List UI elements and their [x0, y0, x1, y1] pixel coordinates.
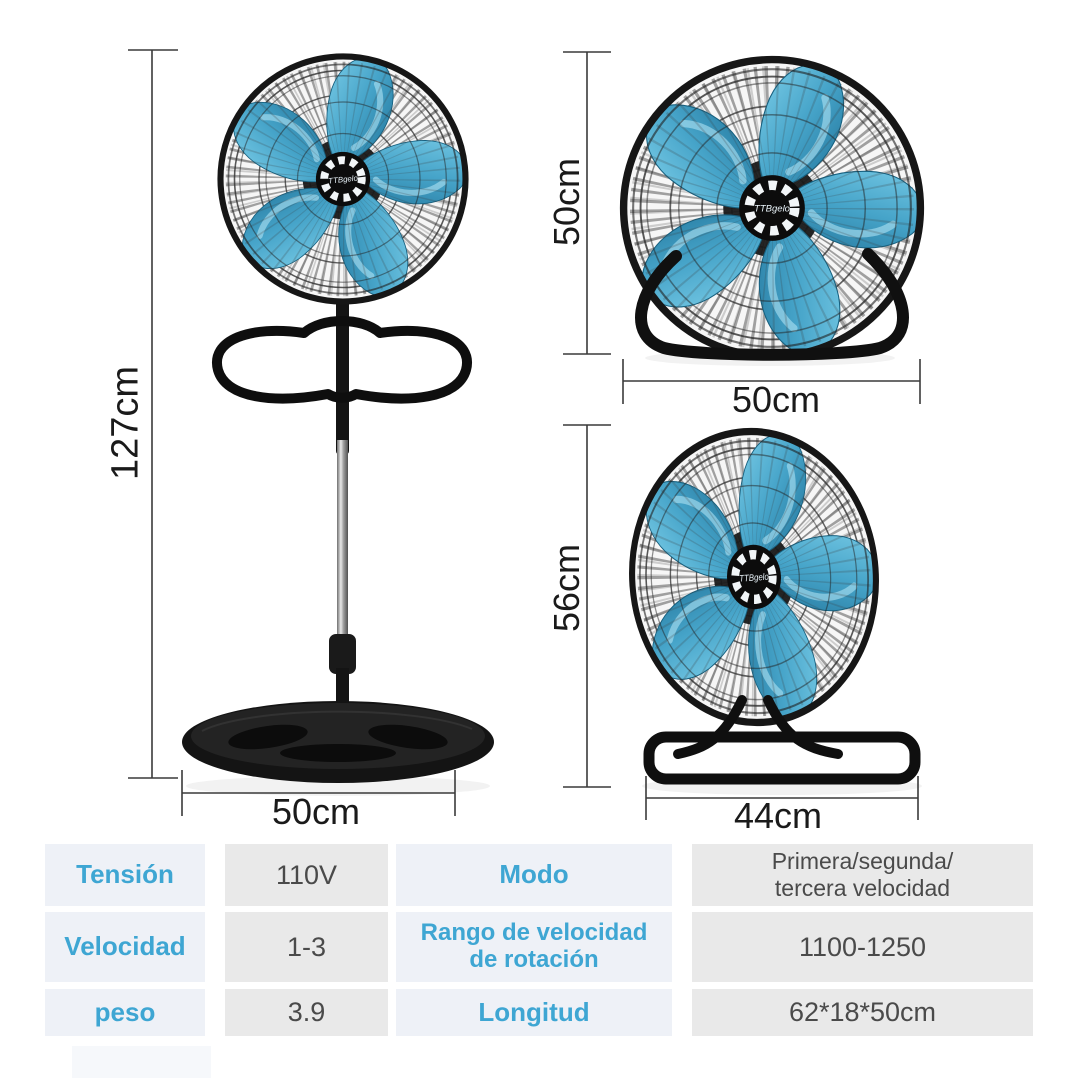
pedestal-fan	[182, 41, 494, 796]
spec-label-length: Longitud	[396, 989, 672, 1036]
spec-value-length: 62*18*50cm	[692, 989, 1033, 1036]
dimension-lines	[128, 49, 921, 820]
table-fan-width-label: 44cm	[733, 795, 823, 836]
table-fan-height-label: 56cm	[546, 543, 587, 633]
spec-label-speed: Velocidad	[45, 912, 205, 982]
table-fan	[620, 420, 922, 795]
pedestal-carry-ring	[212, 316, 472, 404]
spec-value-speed: 1-3	[225, 912, 388, 982]
pedestal-base-width-label: 50cm	[271, 791, 361, 832]
spec-value-weight: 3.9	[225, 989, 388, 1036]
spec-value-mode: Primera/segunda/ tercera velocidad	[692, 844, 1033, 906]
floor-fan-width-label: 50cm	[731, 379, 821, 420]
table-fan-base	[643, 731, 921, 785]
floor-fan	[620, 56, 930, 366]
spec-value-voltage: 110V	[225, 844, 388, 906]
spec-label-weight: peso	[45, 989, 205, 1036]
spec-label-voltage: Tensión	[45, 844, 205, 906]
spec-label-rotation-range: Rango de velocidad de rotación	[396, 912, 672, 982]
partial-cell-fragment	[72, 1046, 211, 1078]
spec-value-rotation-range: 1100-1250	[692, 912, 1033, 982]
floor-fan-stand	[635, 248, 909, 361]
floor-fan-height-label: 50cm	[546, 157, 587, 247]
spec-label-mode: Modo	[396, 844, 672, 906]
pedestal-height-label: 127cm	[104, 365, 147, 481]
